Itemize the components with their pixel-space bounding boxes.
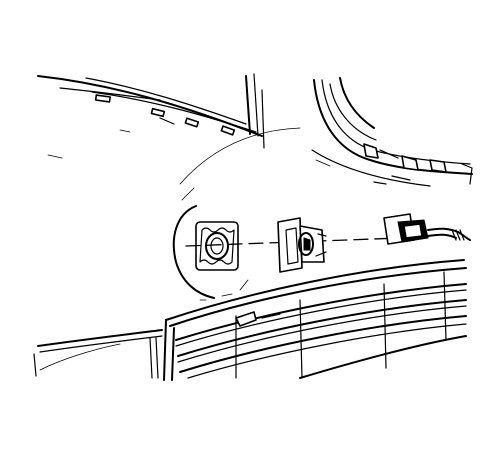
panel-opening-grommet — [172, 205, 249, 301]
body-contour-line — [181, 187, 195, 201]
body-contour-line — [179, 127, 301, 185]
fender-corner — [311, 77, 473, 187]
body-panel-top-left — [37, 73, 265, 159]
front-grille — [33, 259, 467, 381]
sensor-mounting-bracket — [277, 217, 327, 273]
sensor-with-harness — [383, 213, 471, 245]
